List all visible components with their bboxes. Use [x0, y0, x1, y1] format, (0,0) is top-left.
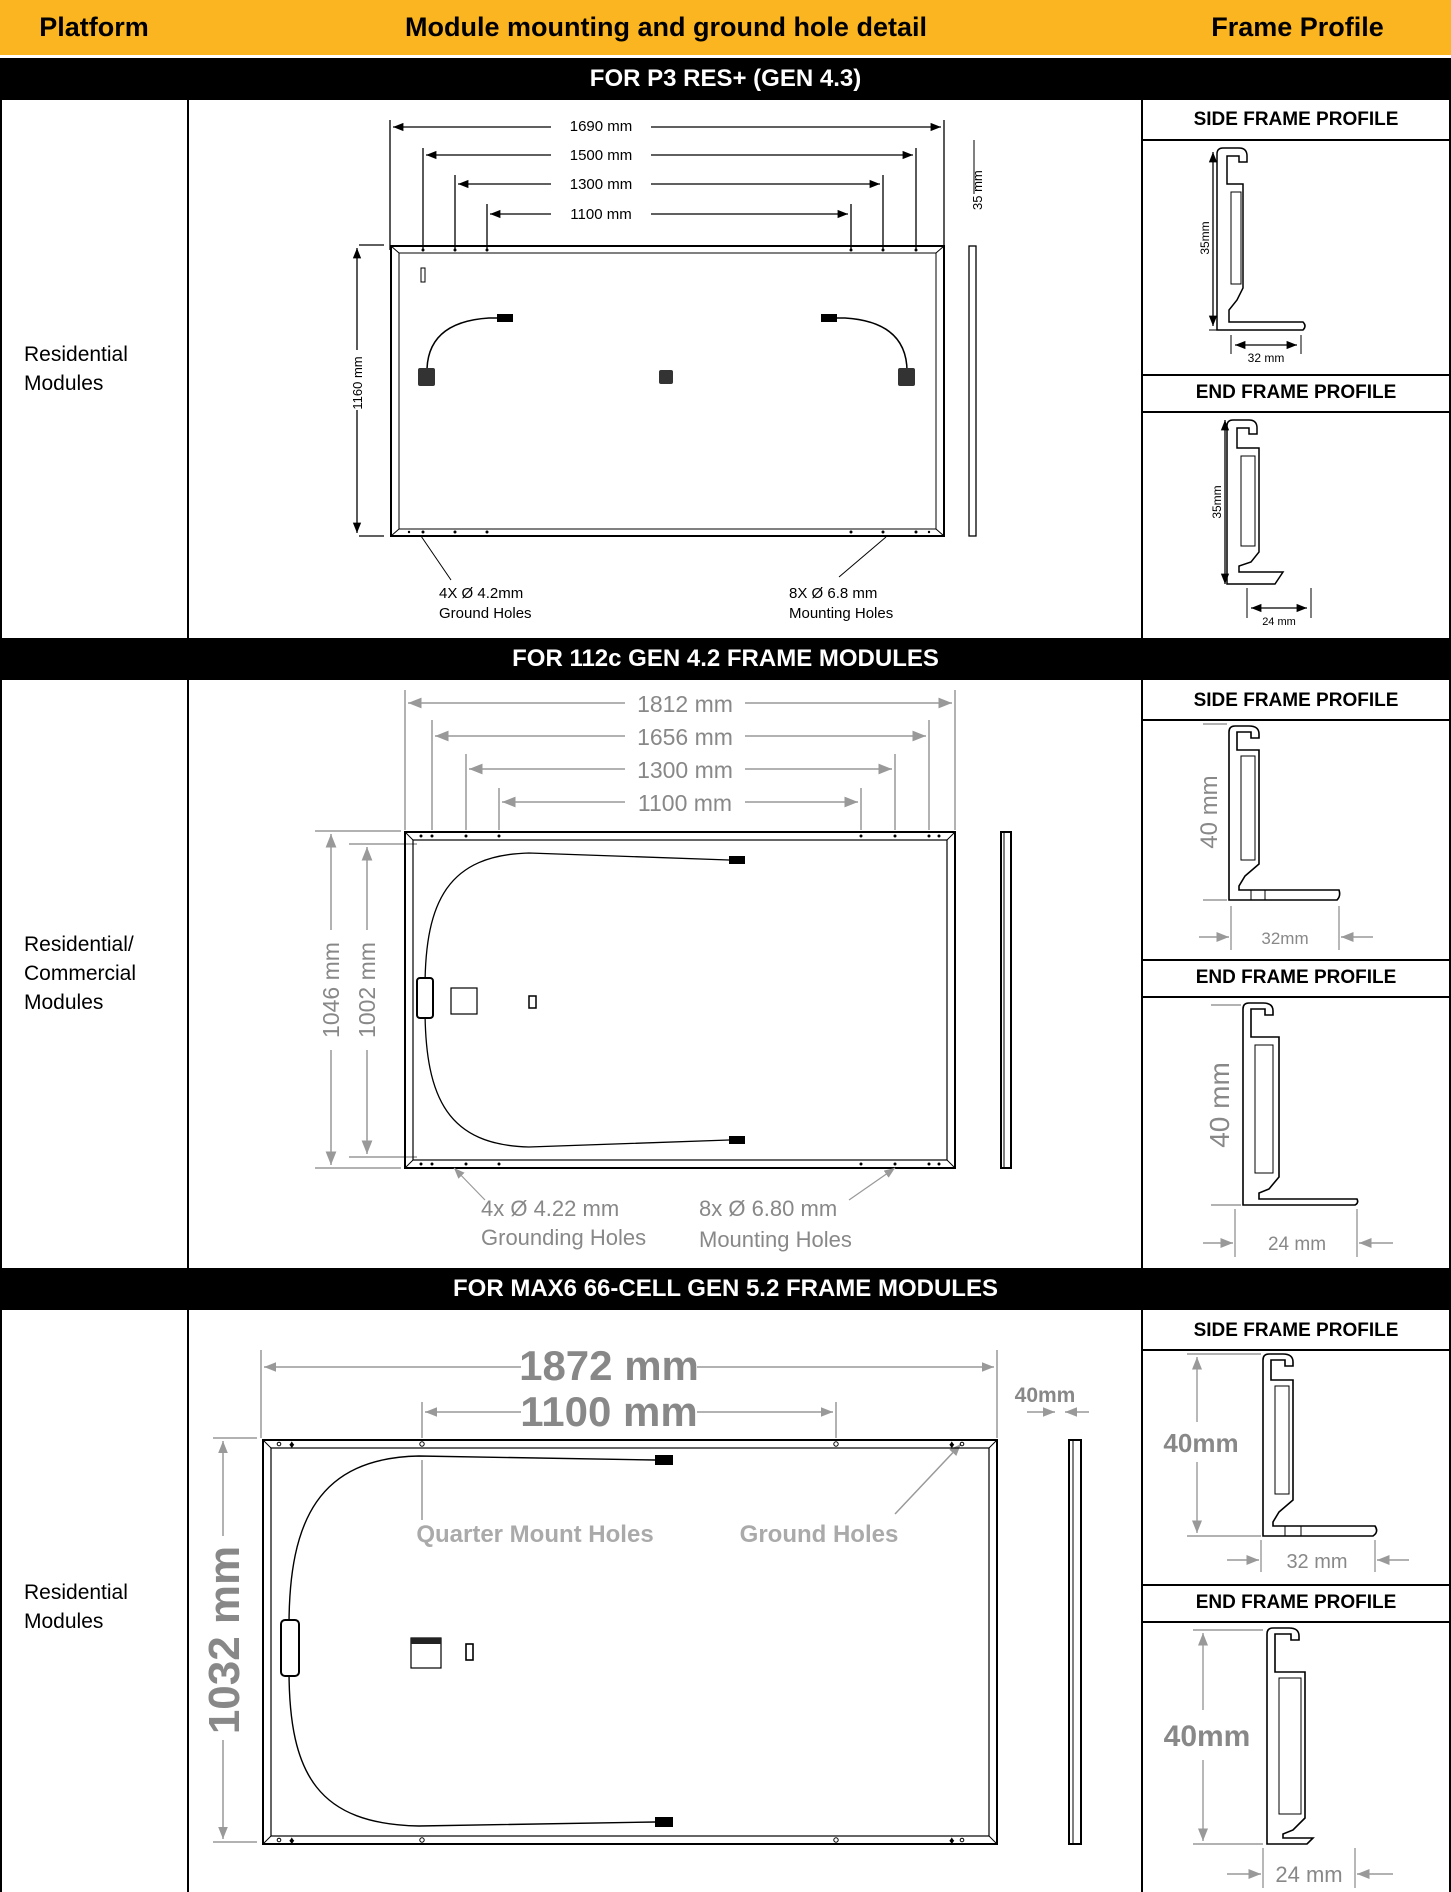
svg-text:40mm: 40mm: [1163, 1428, 1238, 1458]
svg-text:40mm: 40mm: [1015, 1384, 1076, 1407]
section-title: FOR MAX6 66-CELL GEN 5.2 FRAME MODULES: [0, 1268, 1451, 1310]
svg-text:1100 mm: 1100 mm: [520, 1388, 697, 1435]
svg-text:40mm: 40mm: [1164, 1720, 1251, 1753]
side-frame-profile-title: SIDE FRAME PROFILE: [1193, 1320, 1399, 1341]
svg-text:♦: ♦: [949, 1835, 955, 1847]
svg-text:Mounting Holes: Mounting Holes: [789, 605, 893, 622]
svg-text:1872 mm: 1872 mm: [519, 1342, 699, 1389]
end-frame-profile-max6: 40mm 24 mm: [1164, 1627, 1393, 1888]
svg-text:32mm: 32mm: [1261, 929, 1308, 948]
end-frame-profile-112c: 40 mm 24 mm: [1203, 1002, 1393, 1257]
module-drawing-p3: 1690 mm 1500 mm 1300 mm 1100 mm 1160 mm …: [347, 116, 985, 622]
svg-text:35mm: 35mm: [1210, 485, 1224, 518]
header-platform: Platform: [0, 0, 188, 55]
section-title: FOR P3 RES+ (GEN 4.3): [0, 58, 1451, 100]
platform-label: Residential Modules: [24, 1581, 128, 1633]
platform-label: Residential Modules: [24, 343, 128, 395]
svg-text:4X Ø 4.2mm: 4X Ø 4.2mm: [439, 585, 523, 602]
svg-text:1032 mm: 1032 mm: [200, 1546, 249, 1734]
svg-text:♦: ♦: [289, 1835, 295, 1847]
platform-label: Residential/ Commercial Modules: [24, 933, 137, 1014]
svg-text:1100 mm: 1100 mm: [638, 790, 732, 816]
svg-text:40 mm: 40 mm: [1196, 775, 1223, 848]
svg-text:1160 mm: 1160 mm: [350, 356, 365, 409]
module-drawing-112c: 1812 mm 1656 mm 1300 mm 1100 mm 1046 mm …: [315, 690, 1012, 1252]
svg-text:1300 mm: 1300 mm: [637, 757, 733, 783]
svg-text:Ground Holes: Ground Holes: [740, 1521, 899, 1548]
side-frame-profile-112c: 40 mm 32mm: [1196, 723, 1373, 950]
svg-text:Mounting Holes: Mounting Holes: [699, 1227, 852, 1252]
module-drawing-max6: 1872 mm 1100 mm 1032 mm 40mm ♦ ♦ ♦ ♦ Quart…: [200, 1342, 1089, 1847]
svg-text:24 mm: 24 mm: [1262, 616, 1296, 628]
svg-text:32 mm: 32 mm: [1248, 351, 1285, 365]
svg-text:8x Ø 6.80 mm: 8x Ø 6.80 mm: [699, 1196, 837, 1221]
svg-text:1812 mm: 1812 mm: [637, 691, 733, 717]
svg-text:1002 mm: 1002 mm: [354, 942, 380, 1038]
end-frame-profile-title: END FRAME PROFILE: [1195, 1592, 1397, 1613]
svg-text:8X Ø 6.8 mm: 8X Ø 6.8 mm: [789, 585, 877, 602]
side-frame-profile-title: SIDE FRAME PROFILE: [1193, 109, 1399, 130]
svg-text:4x Ø 4.22 mm: 4x Ø 4.22 mm: [481, 1196, 619, 1221]
svg-text:♦: ♦: [289, 1439, 295, 1451]
svg-text:24 mm: 24 mm: [1275, 1862, 1342, 1887]
svg-text:1690 mm: 1690 mm: [570, 118, 633, 135]
svg-text:24 mm: 24 mm: [1268, 1234, 1326, 1255]
svg-text:1100 mm: 1100 mm: [570, 206, 631, 223]
header-profile: Frame Profile: [1144, 0, 1451, 55]
end-frame-profile-p3: 35mm 24 mm: [1210, 419, 1312, 628]
side-frame-profile-title: SIDE FRAME PROFILE: [1193, 690, 1399, 711]
svg-text:40 mm: 40 mm: [1204, 1062, 1235, 1148]
header-detail: Module mounting and ground hole detail: [188, 0, 1144, 55]
side-frame-profile-p3: 35mm 32 mm: [1198, 147, 1306, 365]
end-frame-profile-title: END FRAME PROFILE: [1195, 382, 1397, 403]
svg-text:32 mm: 32 mm: [1286, 1551, 1347, 1573]
svg-text:Quarter Mount Holes: Quarter Mount Holes: [416, 1521, 653, 1548]
side-frame-profile-max6: 40mm 32 mm: [1163, 1353, 1409, 1573]
svg-text:1300 mm: 1300 mm: [570, 176, 633, 193]
section-title: FOR 112c GEN 4.2 FRAME MODULES: [0, 638, 1451, 680]
svg-text:35 mm: 35 mm: [970, 170, 985, 210]
svg-text:Ground Holes: Ground Holes: [439, 605, 532, 622]
svg-text:♦: ♦: [949, 1439, 955, 1451]
svg-text:1656 mm: 1656 mm: [637, 724, 733, 750]
svg-text:1046 mm: 1046 mm: [318, 942, 344, 1038]
svg-text:1500 mm: 1500 mm: [570, 147, 633, 164]
svg-text:35mm: 35mm: [1198, 221, 1212, 254]
end-frame-profile-title: END FRAME PROFILE: [1195, 967, 1397, 988]
svg-text:Grounding Holes: Grounding Holes: [481, 1225, 646, 1250]
